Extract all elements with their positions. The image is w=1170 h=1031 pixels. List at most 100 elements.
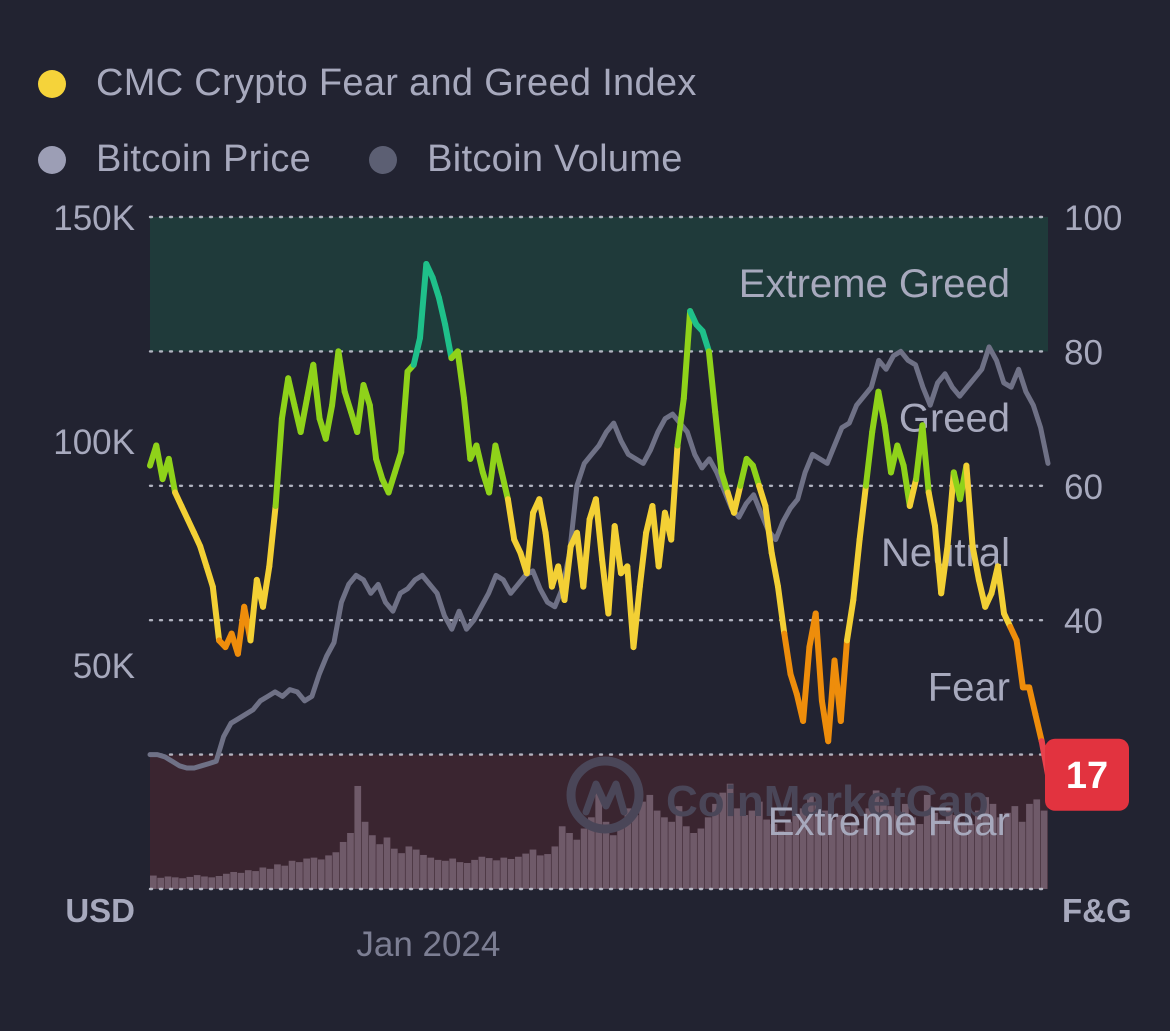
fear-greed-segment [699, 328, 712, 355]
volume-bar [602, 821, 610, 889]
fear-greed-segment [429, 274, 442, 301]
volume-bar [449, 858, 457, 889]
volume-bar [193, 875, 201, 889]
fear-greed-segment [1032, 711, 1045, 745]
volume-bar [179, 878, 186, 889]
volume-bar [580, 828, 588, 889]
volume-bar [164, 876, 172, 889]
fear-greed-segment [668, 442, 681, 543]
volume-bar [785, 821, 792, 889]
fear-greed-segment [341, 388, 354, 415]
volume-bar [704, 817, 712, 889]
volume-bar [296, 862, 303, 889]
volume-bar [609, 835, 617, 889]
fear-greed-segment [906, 476, 920, 509]
volume-bar [653, 810, 661, 889]
volume-bar [456, 862, 464, 889]
volume-bar [471, 859, 478, 889]
volume-bar [266, 868, 274, 889]
volume-bar [1040, 810, 1048, 889]
volume-bar [566, 833, 573, 889]
fear-greed-segment [994, 563, 1007, 617]
volume-bar [493, 860, 500, 889]
fear-greed-segment [473, 442, 486, 476]
volume-bar [901, 803, 909, 889]
volume-bar [617, 824, 624, 889]
fear-greed-segment [536, 496, 549, 536]
volume-bar [1004, 812, 1011, 889]
fear-greed-segment [580, 516, 593, 590]
extreme-greed-band [150, 217, 1048, 352]
volume-bar [478, 856, 486, 889]
volume-bar [157, 877, 164, 889]
fear-greed-segment [894, 442, 907, 469]
fear-greed-segment [203, 563, 216, 590]
volume-bar [865, 808, 873, 889]
legend-item-bitcoin-volume[interactable]: Bitcoin Volume [369, 138, 683, 181]
volume-bar [909, 817, 916, 889]
fear-greed-segment [266, 503, 279, 570]
legend-item-fear-greed[interactable]: CMC Crypto Fear and Greed Index [38, 62, 697, 105]
volume-bar [281, 865, 289, 889]
fear-greed-segment [630, 583, 643, 651]
volume-bar [755, 801, 763, 889]
fear-greed-segment [310, 361, 323, 422]
left-axis-tick: 150K [53, 199, 135, 238]
volume-bar [412, 849, 420, 889]
volume-bar [836, 815, 843, 889]
fear-greed-segment [938, 543, 951, 597]
volume-bar [427, 857, 435, 889]
fear-greed-segment [492, 442, 505, 476]
volume-bar [974, 810, 982, 889]
volume-bar [171, 877, 179, 889]
volume-bar [799, 808, 807, 889]
legend-label-bitcoin-price: Bitcoin Price [96, 138, 312, 180]
volume-bar [376, 844, 384, 889]
fear-greed-segment [504, 496, 518, 543]
volume-bar [887, 806, 895, 889]
legend-dot-bitcoin-volume-icon [369, 145, 398, 174]
fear-greed-segment [398, 368, 411, 456]
volume-bar [551, 846, 559, 889]
legend-item-bitcoin-price[interactable]: Bitcoin Price [38, 138, 311, 181]
volume-bar [1033, 799, 1041, 889]
bitcoin-price-line-layer [147, 344, 1051, 771]
volume-bar [237, 872, 245, 889]
volume-bar [515, 856, 522, 889]
fear-greed-segment [297, 395, 310, 435]
volume-bar [748, 810, 756, 889]
volume-bar [880, 799, 887, 889]
fear-greed-segment [209, 583, 223, 644]
volume-bar [814, 801, 822, 889]
band-labels-layer: Extreme GreedGreedNeutralFearExtreme Fea… [739, 262, 1010, 844]
x-axis-tick: Jan 2024 [356, 925, 500, 964]
volume-bar [208, 877, 216, 889]
volume-bar [434, 859, 442, 889]
volume-bar [1018, 821, 1026, 889]
fear-greed-segment [768, 550, 781, 590]
volume-bar [624, 808, 632, 889]
volume-bar [668, 821, 676, 889]
volume-bar [828, 819, 836, 889]
fear-greed-segment [718, 469, 731, 496]
fear-greed-segment [1013, 637, 1026, 691]
fear-greed-segment [461, 395, 474, 462]
fear-greed-segment [781, 630, 794, 677]
band-label-fear: Fear [928, 665, 1010, 709]
fear-greed-segment [800, 644, 813, 724]
volume-bar [858, 828, 865, 889]
fear-greed-segment [260, 563, 273, 610]
fear-greed-segment [731, 482, 744, 516]
fear-greed-segment [850, 536, 863, 603]
volume-bar [938, 819, 946, 889]
fear-greed-segment [247, 576, 260, 644]
band-label-greed: Greed [899, 397, 1010, 441]
volume-bar [916, 824, 924, 889]
volume-bar [953, 815, 960, 889]
volume-bar [186, 876, 194, 889]
volume-bar [763, 819, 770, 889]
fear-greed-line-layer [147, 261, 1051, 778]
fear-greed-segment [680, 308, 694, 402]
fear-greed-segment [611, 523, 624, 577]
